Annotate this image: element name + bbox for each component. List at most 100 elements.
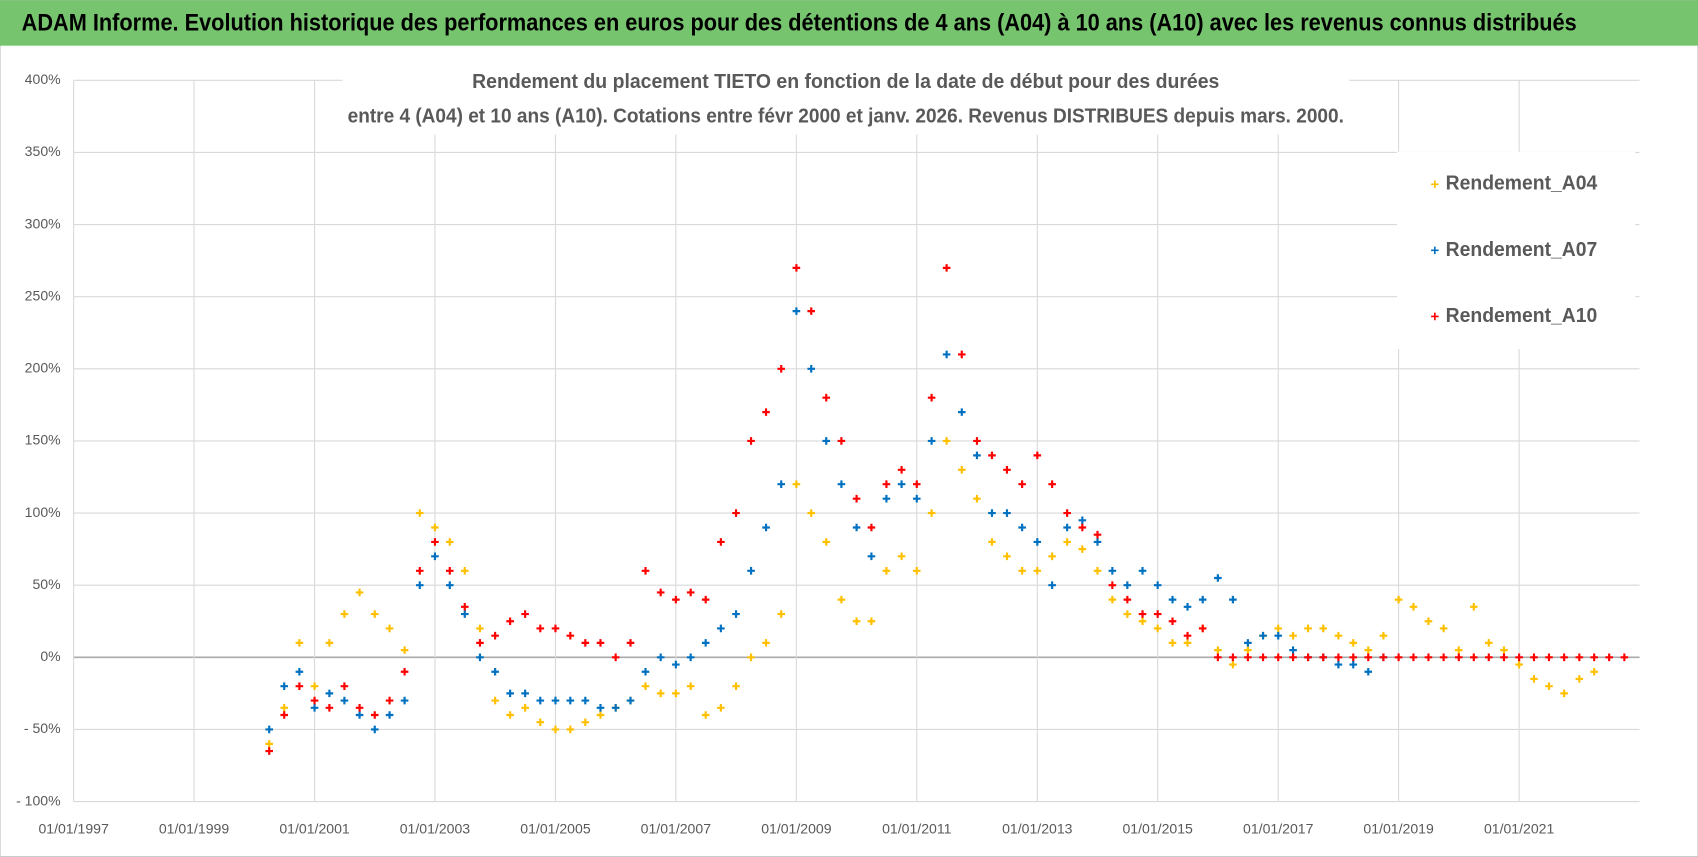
legend-label: Rendement_A07 [1446, 238, 1598, 261]
point [1364, 646, 1373, 654]
point [355, 704, 364, 712]
point [1168, 595, 1177, 604]
point [1439, 624, 1448, 633]
point [897, 466, 906, 474]
point [1229, 660, 1237, 669]
point [717, 624, 725, 633]
point [1048, 480, 1056, 489]
point [1078, 523, 1087, 532]
point [295, 639, 304, 647]
point [491, 696, 499, 705]
point [1183, 631, 1192, 640]
x-tick-label: 01/01/1997 [38, 820, 109, 836]
point [988, 451, 996, 460]
point [521, 689, 529, 698]
point [1244, 653, 1252, 662]
point [1138, 617, 1147, 626]
point [747, 437, 755, 445]
point [551, 696, 560, 705]
point [445, 581, 454, 589]
point [1033, 566, 1042, 575]
point [1515, 660, 1523, 669]
point [1470, 653, 1478, 662]
point [792, 480, 801, 489]
point [837, 595, 846, 604]
y-tick-label: 200% [25, 360, 61, 376]
point [400, 696, 409, 705]
point [762, 408, 770, 416]
point [1093, 530, 1102, 539]
point [491, 631, 499, 640]
point [295, 667, 304, 676]
point [1138, 566, 1147, 575]
point [506, 689, 514, 698]
point [431, 552, 439, 561]
y-tick-label: 250% [25, 287, 61, 303]
point [1590, 653, 1598, 662]
point [611, 653, 620, 662]
point [310, 682, 319, 690]
point [1349, 639, 1358, 647]
point [460, 603, 469, 611]
point [701, 711, 710, 719]
point [747, 653, 755, 662]
point [762, 639, 770, 647]
point [807, 509, 816, 517]
point [370, 711, 379, 719]
point [807, 365, 816, 373]
point [325, 704, 334, 712]
point [927, 437, 936, 445]
x-tick-label: 01/01/2017 [1243, 820, 1314, 836]
point [1364, 653, 1373, 662]
point [656, 588, 665, 597]
point [265, 740, 273, 748]
point [1485, 639, 1493, 647]
point [867, 617, 876, 626]
point [1379, 631, 1388, 640]
point [927, 393, 936, 402]
point [912, 494, 921, 503]
x-tick-label: 01/01/2021 [1484, 820, 1555, 836]
point [476, 624, 484, 633]
point [732, 610, 740, 618]
point [822, 437, 831, 445]
point [942, 264, 951, 272]
point [762, 523, 770, 532]
point [852, 494, 861, 503]
legend-marker [1431, 180, 1439, 189]
point [672, 660, 680, 669]
point [641, 667, 650, 676]
point [1394, 595, 1403, 604]
point [867, 552, 876, 561]
point [1153, 624, 1162, 633]
legend-label: Rendement_A04 [1446, 172, 1598, 195]
point [551, 725, 560, 734]
point [1244, 639, 1252, 647]
point [973, 451, 981, 460]
point [1575, 653, 1584, 662]
point [1394, 653, 1403, 662]
point [1018, 523, 1026, 532]
point [1123, 581, 1132, 589]
point [536, 624, 545, 633]
x-tick-label: 01/01/2019 [1363, 820, 1434, 836]
point [1093, 566, 1102, 575]
point [1274, 624, 1283, 633]
point [1063, 523, 1071, 532]
point [611, 704, 620, 712]
point [912, 480, 921, 489]
y-tick-label: 50% [32, 576, 60, 592]
point [686, 682, 695, 690]
point [1530, 675, 1538, 683]
point [340, 610, 349, 618]
point [672, 595, 680, 604]
point [1620, 653, 1629, 662]
point [1605, 653, 1613, 662]
point [1590, 667, 1598, 676]
point [656, 689, 665, 698]
point [1168, 639, 1177, 647]
point [957, 408, 966, 416]
point [882, 494, 891, 503]
point [400, 667, 409, 676]
point [1455, 653, 1463, 662]
